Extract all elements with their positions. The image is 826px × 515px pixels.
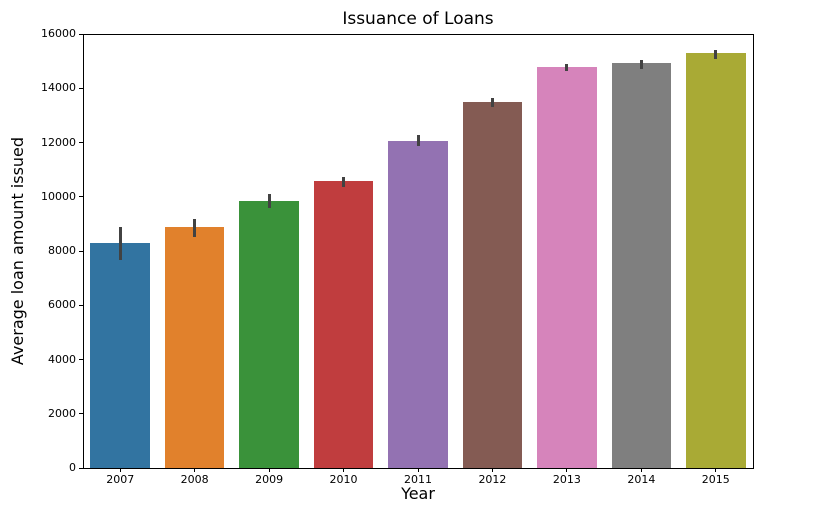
x-tick-mark-2014 [640,468,642,472]
error-bar-2013 [565,64,569,72]
y-tick-mark-2000 [79,413,83,415]
bar-2007 [90,242,150,468]
x-tick-mark-2013 [566,468,568,472]
x-tick-mark-2009 [268,468,270,472]
y-tick-label-8000: 8000 [48,244,76,257]
bar-2010 [313,181,374,468]
bar-2015 [686,52,746,468]
bar-2014 [611,63,672,468]
x-tick-mark-2007 [119,468,121,472]
y-tick-mark-6000 [79,304,83,306]
x-tick-mark-2011 [417,468,419,472]
x-tick-label-2015: 2015 [701,473,730,486]
y-tick-mark-14000 [79,87,83,89]
bar-2009 [239,200,299,468]
x-tick-label-2012: 2012 [478,473,507,486]
y-tick-mark-8000 [79,250,83,252]
chart-title: Issuance of Loans [342,9,494,29]
error-bar-2009 [267,194,271,208]
y-tick-mark-12000 [79,142,83,143]
y-tick-label-10000: 10000 [41,189,76,203]
error-bar-2014 [639,60,643,69]
x-tick-label-2010: 2010 [329,473,358,486]
error-bar-2008 [193,218,197,237]
y-tick-label-16000: 16000 [41,27,76,40]
x-tick-label-2014: 2014 [627,473,656,486]
bar-2011 [388,141,448,468]
error-bar-2007 [118,227,122,261]
y-tick-mark-0 [79,467,83,469]
y-tick-label-4000: 4000 [48,352,76,366]
x-tick-mark-2010 [343,468,345,472]
x-tick-mark-2015 [715,468,717,472]
y-tick-label-0: 0 [69,461,76,474]
bar-2013 [537,67,597,468]
y-tick-label-14000: 14000 [41,81,76,95]
x-tick-label-2011: 2011 [404,473,432,486]
error-bar-2011 [416,135,420,147]
error-bar-2010 [342,177,346,188]
bar-2008 [164,227,225,468]
bar-2012 [462,102,523,468]
y-tick-label-12000: 12000 [41,135,76,149]
y-tick-label-2000: 2000 [48,406,76,420]
x-tick-label-2009: 2009 [255,473,284,486]
y-tick-mark-10000 [79,196,83,198]
x-tick-mark-2012 [491,468,493,472]
x-tick-label-2013: 2013 [552,473,581,486]
x-axis-label: Year [401,484,435,503]
y-tick-label-6000: 6000 [48,298,76,312]
y-tick-mark-16000 [79,33,83,35]
x-tick-label-2007: 2007 [106,473,135,486]
error-bar-2015 [714,50,718,59]
error-bar-2012 [490,98,494,108]
x-tick-mark-2008 [194,468,196,472]
x-tick-label-2008: 2008 [180,473,209,486]
y-tick-mark-4000 [79,359,83,360]
